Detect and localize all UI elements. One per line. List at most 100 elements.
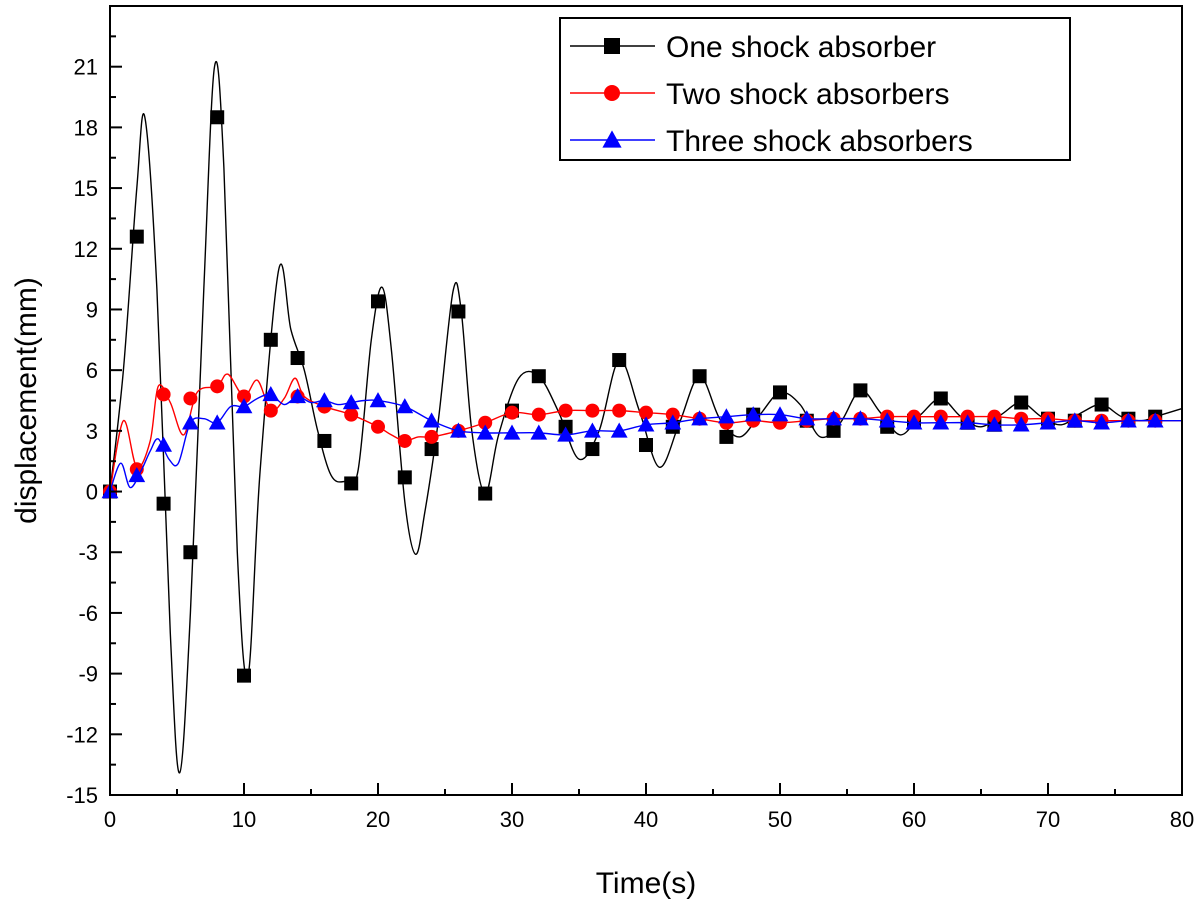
data-point [639, 405, 653, 420]
y-tick-label: 21 [74, 55, 98, 80]
data-point [719, 429, 734, 444]
data-point [771, 406, 789, 422]
y-tick-label: -15 [66, 783, 98, 808]
data-point [664, 414, 682, 430]
data-point [558, 403, 573, 418]
x-tick-label: 80 [1170, 807, 1194, 832]
series-layer [101, 60, 1183, 774]
data-point [610, 422, 628, 438]
data-point [155, 436, 172, 452]
data-point [692, 369, 707, 384]
data-point [878, 412, 896, 428]
data-point [208, 414, 226, 430]
data-point [530, 424, 548, 440]
data-point [129, 229, 144, 244]
data-point [317, 433, 332, 448]
data-point [263, 332, 278, 347]
data-point [210, 110, 225, 125]
data-point [932, 414, 950, 430]
data-point [691, 410, 708, 426]
data-point [263, 403, 278, 418]
y-tick-label: 18 [74, 115, 98, 140]
data-point [584, 422, 601, 438]
y-tick-label: -3 [78, 540, 98, 565]
data-point [478, 486, 493, 501]
data-point [853, 383, 868, 398]
data-point [424, 442, 439, 457]
data-point [1094, 397, 1109, 412]
data-point [397, 470, 412, 485]
y-tick-label: -9 [78, 662, 98, 687]
x-tick-label: 30 [500, 807, 524, 832]
data-point [371, 419, 385, 434]
data-point [476, 424, 494, 440]
legend-label: One shock absorber [666, 31, 936, 64]
y-tick-label: 3 [86, 419, 98, 444]
x-tick-label: 40 [634, 807, 658, 832]
y-tick-label: 6 [86, 358, 98, 383]
data-point [423, 412, 440, 428]
data-point [183, 545, 198, 560]
data-point [1039, 414, 1057, 430]
data-point [451, 304, 466, 319]
tick-layer: 0 10 20 30 40 50 60 70 80 -15 -12 -9 -6 -3 0 3 6 9 12 15 18 2… [66, 5, 1194, 832]
data-point [933, 391, 948, 406]
legend-marker [602, 130, 622, 148]
y-tick-label: -12 [66, 722, 98, 747]
data-point [342, 394, 360, 410]
data-point [959, 414, 976, 430]
data-point [237, 668, 251, 683]
y-tick-label: 0 [86, 480, 98, 505]
data-point [290, 351, 305, 366]
legend-box [559, 17, 1071, 161]
legend-marker [604, 38, 620, 54]
data-point [128, 466, 146, 483]
x-tick-label: 60 [902, 807, 926, 832]
data-point [531, 369, 546, 384]
data-point [344, 476, 359, 491]
data-point [718, 408, 735, 424]
y-tick-label: -6 [78, 601, 98, 626]
data-point [612, 403, 627, 418]
data-point [826, 423, 841, 438]
data-point [369, 392, 387, 408]
data-point [905, 414, 923, 430]
data-point [585, 442, 600, 457]
data-point [344, 407, 359, 422]
legend-marker [604, 85, 620, 101]
data-point [424, 429, 439, 444]
data-point [1120, 412, 1137, 428]
data-point [156, 387, 171, 402]
data-point [744, 406, 762, 422]
data-point [1014, 395, 1029, 410]
x-tick-label: 0 [104, 807, 116, 832]
data-point [773, 385, 787, 400]
data-point [397, 433, 412, 448]
x-tick-label: 10 [232, 807, 256, 832]
data-point [289, 388, 306, 404]
data-point [585, 403, 600, 418]
data-point [262, 386, 280, 402]
x-tick-label: 50 [768, 807, 792, 832]
data-point [557, 426, 574, 442]
data-point [182, 414, 199, 430]
data-point [237, 389, 251, 404]
data-point [371, 294, 385, 309]
data-point [798, 410, 816, 426]
data-point [156, 496, 171, 511]
data-point [210, 379, 225, 394]
data-point [852, 410, 869, 426]
data-point [639, 438, 653, 453]
data-point [825, 410, 842, 426]
legend: One shock absorber Two shock absorbers Thr… [559, 17, 1071, 161]
legend-label: Three shock absorbers [666, 125, 973, 158]
x-tick-label: 20 [366, 807, 390, 832]
y-tick-label: 15 [74, 176, 98, 201]
data-point [505, 405, 519, 420]
data-point [637, 416, 655, 432]
y-tick-label: 9 [86, 297, 98, 322]
data-point [1093, 414, 1110, 430]
data-point [531, 407, 546, 422]
